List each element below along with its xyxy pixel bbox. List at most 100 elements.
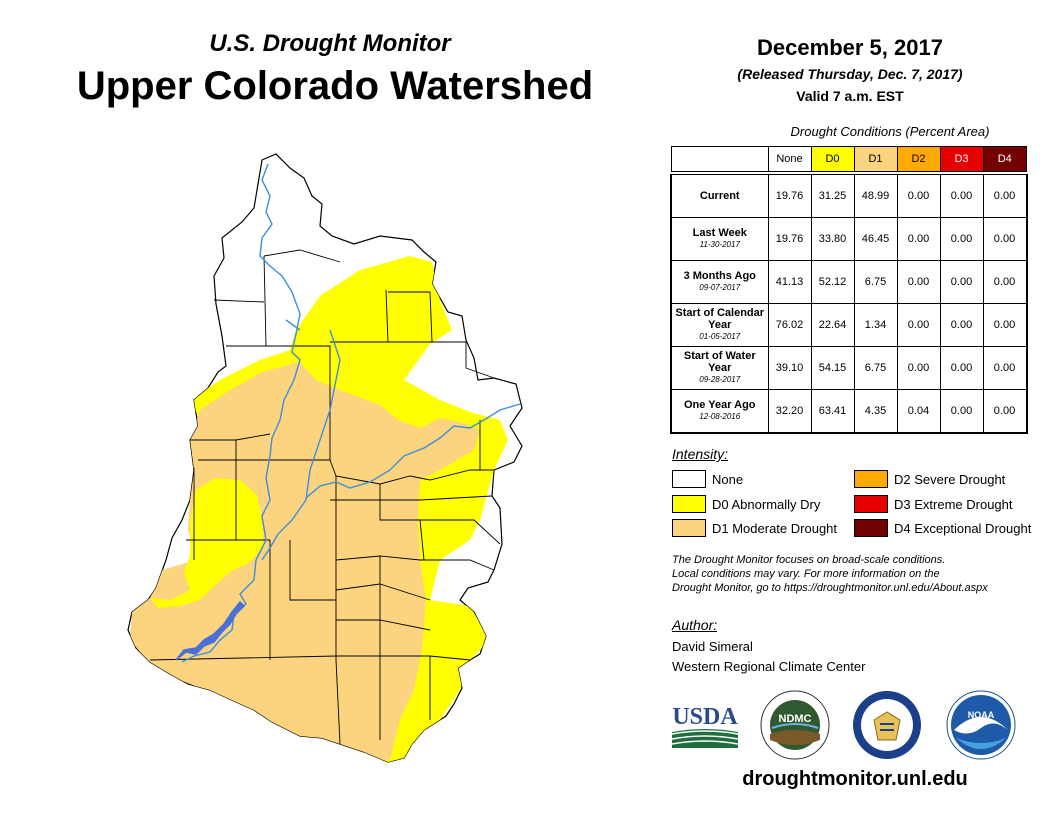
release-date: (Released Thursday, Dec. 7, 2017) bbox=[737, 66, 963, 82]
col-header-d4: D4 bbox=[982, 146, 1027, 172]
note-line: The Drought Monitor focuses on broad-sca… bbox=[672, 554, 946, 566]
svg-text:NDMC: NDMC bbox=[779, 713, 812, 725]
cell-d1: 1.34 bbox=[853, 303, 898, 347]
svg-text:USDA: USDA bbox=[672, 704, 738, 730]
basin-boundaries bbox=[149, 249, 501, 745]
legend-swatch bbox=[854, 519, 888, 537]
cell-d0: 22.64 bbox=[810, 303, 855, 347]
cell-d3: 0.00 bbox=[939, 174, 984, 218]
cell-d2: 0.00 bbox=[896, 174, 941, 218]
col-header-d2: D2 bbox=[896, 146, 941, 172]
legend-label: None bbox=[712, 471, 744, 487]
row-label: 3 Months Ago 09-07-2017 bbox=[670, 260, 769, 304]
table-row: Current 19.76 31.25 48.99 0.00 0.00 0.00 bbox=[670, 174, 1028, 218]
legend-swatch bbox=[672, 519, 706, 537]
cell-none: 19.76 bbox=[767, 217, 812, 261]
lake-powell bbox=[175, 600, 246, 661]
cell-none: 76.02 bbox=[767, 303, 812, 347]
cell-d4: 0.00 bbox=[982, 217, 1028, 261]
doc-seal-logo bbox=[853, 691, 921, 759]
d1-area bbox=[130, 362, 480, 760]
row-label: Start of Water Year 09-28-2017 bbox=[670, 346, 769, 390]
cell-d3: 0.00 bbox=[939, 346, 984, 390]
cell-d1: 6.75 bbox=[853, 260, 898, 304]
legend-swatch bbox=[672, 470, 706, 488]
legend-item-d2: D2 Severe Drought bbox=[854, 470, 1005, 488]
table-corner bbox=[670, 146, 769, 172]
cell-d4: 0.00 bbox=[982, 389, 1028, 434]
cell-d4: 0.00 bbox=[982, 346, 1028, 390]
cell-none: 19.76 bbox=[767, 174, 812, 218]
row-label: Current bbox=[670, 174, 769, 218]
cell-d3: 0.00 bbox=[939, 217, 984, 261]
table-caption: Drought Conditions (Percent Area) bbox=[790, 124, 990, 139]
cell-d0: 52.12 bbox=[810, 260, 855, 304]
cell-d3: 0.00 bbox=[939, 260, 984, 304]
table-row: One Year Ago 12-08-2016 32.20 63.41 4.35 … bbox=[670, 389, 1028, 434]
cell-d3: 0.00 bbox=[939, 303, 984, 347]
cell-none: 32.20 bbox=[767, 389, 812, 434]
cell-d1: 4.35 bbox=[853, 389, 898, 434]
page-title: Upper Colorado Watershed bbox=[76, 64, 594, 108]
legend-label: D4 Exceptional Drought bbox=[894, 520, 1032, 536]
svg-text:NOAA: NOAA bbox=[968, 710, 995, 720]
cell-d2: 0.00 bbox=[896, 303, 941, 347]
d0-pocket-south bbox=[150, 590, 200, 608]
note-line: Local conditions may vary. For more info… bbox=[672, 568, 940, 580]
disclaimer-note: The Drought Monitor focuses on broad-sca… bbox=[672, 553, 1042, 595]
legend-item-d0: D0 Abnormally Dry bbox=[672, 495, 820, 513]
table-row: Start of Calendar Year 01-05-2017 76.02 2… bbox=[670, 303, 1028, 347]
cell-d0: 31.25 bbox=[810, 174, 855, 218]
col-header-d3: D3 bbox=[939, 146, 984, 172]
legend-item-d4: D4 Exceptional Drought bbox=[854, 519, 1031, 537]
cell-d1: 48.99 bbox=[853, 174, 898, 218]
cell-none: 39.10 bbox=[767, 346, 812, 390]
usda-logo: USDA bbox=[671, 704, 738, 748]
d0-pocket-west bbox=[184, 478, 264, 600]
noaa-logo: NOAA bbox=[946, 690, 1016, 760]
ndmc-logo: NDMC bbox=[760, 690, 830, 760]
cell-d2: 0.00 bbox=[896, 217, 941, 261]
cell-d2: 0.00 bbox=[896, 260, 941, 304]
table-row: Last Week 11-30-2017 19.76 33.80 46.45 0.… bbox=[670, 217, 1028, 261]
legend-swatch bbox=[854, 470, 888, 488]
cell-none: 41.13 bbox=[767, 260, 812, 304]
subtitle: U.S. Drought Monitor bbox=[209, 30, 451, 57]
legend-swatch bbox=[672, 495, 706, 513]
legend-label: D2 Severe Drought bbox=[894, 471, 1006, 487]
cell-d0: 54.15 bbox=[810, 346, 855, 390]
cell-d4: 0.00 bbox=[982, 260, 1028, 304]
table-row: Start of Water Year 09-28-2017 39.10 54.1… bbox=[670, 346, 1028, 390]
col-header-d1: D1 bbox=[853, 146, 898, 172]
drought-conditions-table: None D0 D1 D2 D3 D4 Current 19.76 31.25 … bbox=[670, 146, 1028, 434]
cell-d2: 0.00 bbox=[896, 346, 941, 390]
legend-title: Intensity: bbox=[672, 446, 729, 462]
legend-item-none: None bbox=[672, 470, 743, 488]
table-header-row: None D0 D1 D2 D3 D4 bbox=[670, 146, 1027, 172]
col-header-none: None bbox=[767, 146, 812, 172]
legend-label: D0 Abnormally Dry bbox=[712, 496, 821, 512]
author-title: Author: bbox=[672, 617, 718, 633]
map-date: December 5, 2017 bbox=[757, 35, 943, 60]
row-label: One Year Ago 12-08-2016 bbox=[670, 389, 769, 434]
legend-label: D1 Moderate Drought bbox=[712, 520, 838, 536]
cell-d1: 46.45 bbox=[853, 217, 898, 261]
cell-d4: 0.00 bbox=[982, 303, 1028, 347]
author-org: Western Regional Climate Center bbox=[672, 659, 866, 674]
legend-swatch bbox=[854, 495, 888, 513]
author-block: David Simeral Western Regional Climate C… bbox=[672, 637, 865, 677]
valid-time: Valid 7 a.m. EST bbox=[796, 88, 904, 104]
cell-d2: 0.04 bbox=[896, 389, 941, 434]
row-label: Last Week 11-30-2017 bbox=[670, 217, 769, 261]
website-link[interactable]: droughtmonitor.unl.edu bbox=[742, 768, 968, 790]
legend-label: D3 Extreme Drought bbox=[894, 496, 1013, 512]
cell-d4: 0.00 bbox=[982, 174, 1028, 218]
cell-d0: 63.41 bbox=[810, 389, 855, 434]
author-name: David Simeral bbox=[672, 639, 753, 654]
cell-d0: 33.80 bbox=[810, 217, 855, 261]
drought-map bbox=[127, 153, 523, 763]
row-label: Start of Calendar Year 01-05-2017 bbox=[670, 303, 769, 347]
col-header-d0: D0 bbox=[810, 146, 855, 172]
note-line: Drought Monitor, go to https://droughtmo… bbox=[672, 582, 988, 594]
cell-d3: 0.00 bbox=[939, 389, 984, 434]
